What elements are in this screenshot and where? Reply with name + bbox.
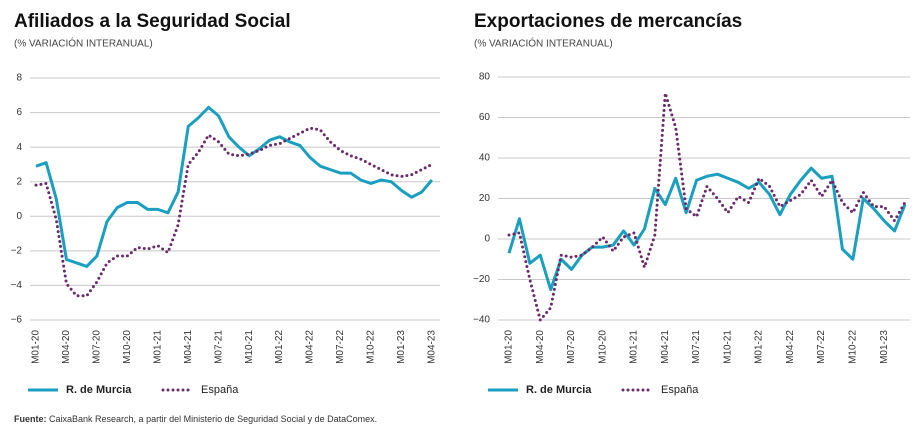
series-line — [34, 126, 434, 298]
y-tick-label: −4 — [11, 280, 23, 291]
chart-subtitle: (% VARIACIÓN INTERANUAL) — [474, 37, 613, 50]
x-tick-label: M07-21 — [213, 330, 224, 364]
legend-label: R. de Murcia — [526, 384, 592, 396]
x-tick-label: M10-20 — [122, 330, 133, 364]
x-tick-label: M10-20 — [597, 330, 608, 364]
y-tick-label: −20 — [473, 274, 490, 285]
y-tick-label: 8 — [16, 73, 22, 84]
y-tick-label: 6 — [16, 107, 22, 118]
x-tick-label: M04-23 — [426, 330, 437, 364]
footer-label: Fuente: — [14, 414, 47, 424]
x-tick-label: M10-21 — [722, 330, 733, 364]
x-tick-label: M01-21 — [629, 330, 640, 364]
legend-label: España — [661, 384, 699, 396]
footer: Fuente: CaixaBank Research, a partir del… — [14, 414, 377, 424]
x-tick-label: M01-23 — [879, 330, 890, 364]
legend-label: R. de Murcia — [66, 384, 132, 396]
x-tick-label: M07-22 — [335, 330, 346, 364]
x-tick-label: M01-20 — [31, 330, 42, 364]
y-tick-label: 20 — [479, 193, 491, 204]
x-tick-label: M10-22 — [366, 330, 377, 364]
x-tick-label: M07-20 — [92, 330, 103, 364]
x-tick-label: M01-21 — [152, 330, 163, 364]
footer-text: CaixaBank Research, a partir del Ministe… — [49, 414, 377, 424]
y-tick-label: 80 — [479, 72, 491, 83]
y-tick-label: 40 — [479, 153, 491, 164]
x-tick-label: M07-20 — [566, 330, 577, 364]
x-tick-label: M01-22 — [754, 330, 765, 364]
x-tick-label: M04-20 — [535, 330, 546, 364]
x-tick-label: M01-20 — [504, 330, 515, 364]
y-tick-label: 2 — [16, 176, 22, 187]
x-tick-label: M01-22 — [274, 330, 285, 364]
x-tick-label: M01-23 — [396, 330, 407, 364]
x-tick-label: M04-21 — [183, 330, 194, 364]
y-tick-label: 4 — [16, 142, 22, 153]
y-tick-label: 0 — [16, 211, 22, 222]
x-tick-label: M04-22 — [305, 330, 316, 364]
legend-label: España — [201, 384, 239, 396]
x-tick-label: M04-21 — [660, 330, 671, 364]
y-tick-label: 60 — [479, 112, 491, 123]
x-tick-label: M07-22 — [816, 330, 827, 364]
chart-subtitle: (% VARIACIÓN INTERANUAL) — [14, 37, 153, 50]
chart-title: Afiliados a la Seguridad Social — [14, 11, 291, 32]
x-tick-label: M10-22 — [848, 330, 859, 364]
x-tick-label: M04-22 — [785, 330, 796, 364]
x-tick-label: M10-21 — [244, 330, 255, 364]
y-tick-label: −40 — [473, 315, 490, 326]
series-line — [35, 105, 433, 268]
y-tick-label: −6 — [11, 315, 23, 326]
series-line — [507, 92, 907, 324]
x-tick-label: M04-20 — [61, 330, 72, 364]
x-tick-label: M07-21 — [691, 330, 702, 364]
series-line — [507, 166, 907, 292]
chart-title: Exportaciones de mercancías — [474, 11, 742, 32]
y-tick-label: −2 — [11, 245, 23, 256]
y-tick-label: 0 — [484, 234, 490, 245]
